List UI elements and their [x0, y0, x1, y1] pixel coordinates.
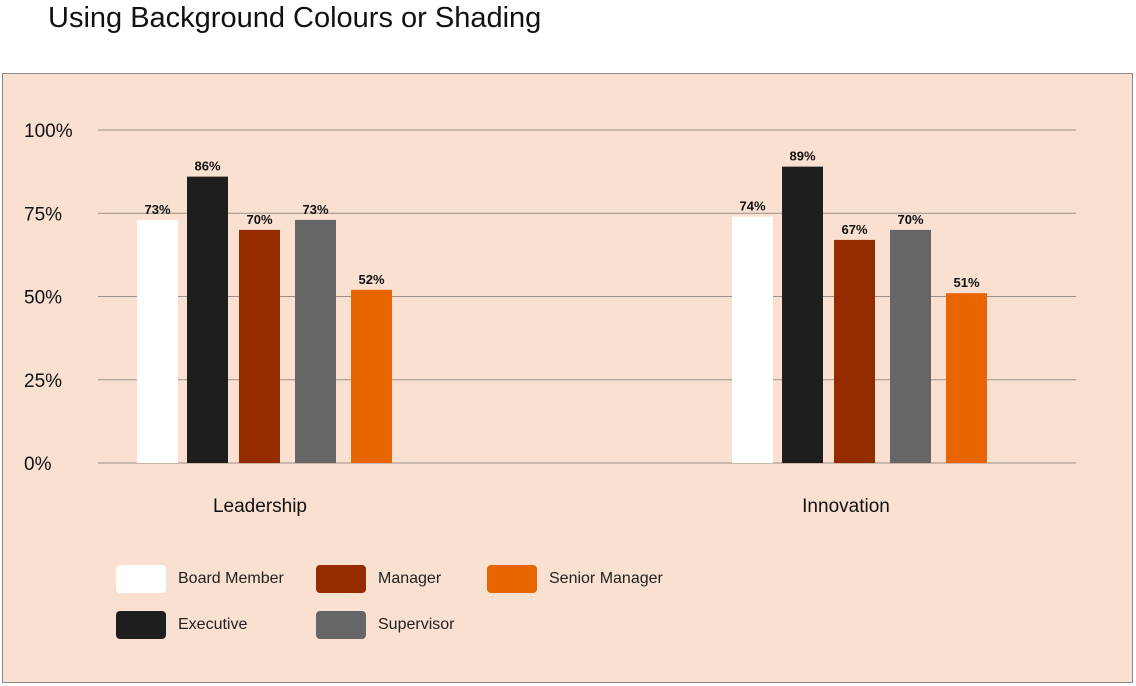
- page-title: Using Background Colours or Shading: [48, 2, 542, 34]
- data-label: 73%: [144, 202, 170, 217]
- data-label: 73%: [302, 202, 328, 217]
- bar: [834, 239, 875, 463]
- data-label: 86%: [194, 159, 220, 174]
- bar: [187, 176, 228, 463]
- bar: [239, 229, 280, 463]
- y-tick-label: 50%: [24, 288, 62, 309]
- data-label: 52%: [358, 272, 384, 287]
- y-tick-label: 100%: [24, 121, 73, 142]
- data-label: 70%: [246, 212, 272, 227]
- bar: [782, 166, 823, 463]
- bar: [732, 216, 773, 463]
- y-tick-label: 0%: [24, 454, 52, 475]
- bar: [295, 219, 336, 463]
- category-label: Innovation: [802, 496, 890, 517]
- category-label: Leadership: [213, 496, 307, 517]
- data-label: 67%: [841, 222, 867, 237]
- data-label: 70%: [897, 212, 923, 227]
- bar: [890, 229, 931, 463]
- y-tick-label: 25%: [24, 371, 62, 392]
- bar: [946, 293, 987, 463]
- data-label: 89%: [789, 149, 815, 164]
- data-label: 51%: [953, 275, 979, 290]
- bar: [137, 219, 178, 463]
- data-label: 74%: [739, 199, 765, 214]
- bar: [351, 289, 392, 463]
- y-tick-label: 75%: [24, 204, 62, 225]
